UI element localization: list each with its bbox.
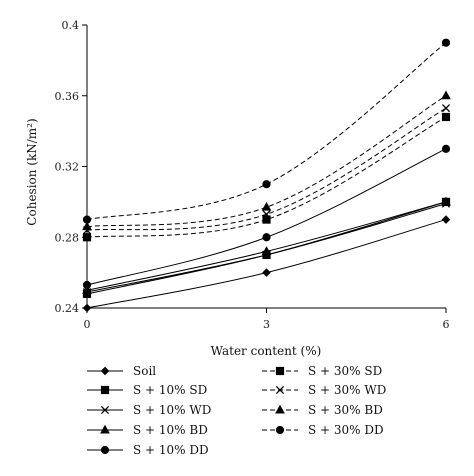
legend-marker bbox=[100, 445, 110, 455]
data-point bbox=[441, 196, 451, 206]
y-tick-label: 0.28 bbox=[55, 231, 80, 244]
legend-label: S + 30% DD bbox=[308, 423, 384, 437]
axes-layer: 0.24 0.28 0.32 0.36 0.4 0 3 6 bbox=[55, 19, 450, 331]
series-1 bbox=[82, 215, 451, 313]
x-axis-title: Water content (%) bbox=[211, 344, 322, 358]
data-point bbox=[262, 268, 271, 277]
legend-marker bbox=[100, 405, 110, 415]
y-tick-label: 0.4 bbox=[62, 19, 80, 32]
series-line bbox=[86, 42, 447, 221]
series-4 bbox=[82, 196, 451, 294]
legend-label: Soil bbox=[133, 364, 156, 378]
data-point bbox=[262, 180, 271, 189]
legend-entry: S + 30% WD bbox=[262, 383, 386, 397]
legend-entry: Soil bbox=[87, 364, 156, 378]
series-line bbox=[86, 116, 447, 238]
y-tick-label: 0.24 bbox=[55, 302, 80, 315]
series-line bbox=[86, 107, 447, 231]
legend-label: S + 10% SD bbox=[133, 383, 207, 397]
legend-entry: S + 30% DD bbox=[262, 423, 384, 437]
y-tick-label: 0.36 bbox=[55, 90, 80, 103]
series-9 bbox=[82, 38, 451, 224]
legend-marker bbox=[100, 424, 110, 434]
data-point bbox=[441, 144, 451, 153]
legend-label: S + 30% SD bbox=[308, 364, 382, 378]
data-point bbox=[441, 215, 451, 224]
x-tick-label: 6 bbox=[443, 318, 450, 331]
legend-entry: S + 10% WD bbox=[87, 403, 211, 417]
series-layer bbox=[82, 38, 451, 313]
series-6 bbox=[82, 112, 451, 242]
data-point bbox=[261, 246, 272, 255]
series-8 bbox=[82, 90, 451, 231]
series-line bbox=[86, 219, 447, 309]
legend-entry: S + 30% BD bbox=[262, 403, 383, 417]
data-point bbox=[441, 112, 451, 122]
y-tick-label: 0.32 bbox=[55, 161, 80, 174]
legend-marker bbox=[275, 404, 285, 414]
series-line bbox=[86, 95, 447, 228]
legend-marker bbox=[100, 385, 110, 395]
data-point bbox=[262, 210, 271, 219]
legend-label: S + 10% WD bbox=[133, 403, 211, 417]
legend-entry: S + 30% SD bbox=[262, 364, 382, 378]
data-point bbox=[441, 90, 451, 100]
legend-marker bbox=[275, 366, 285, 376]
x-tick-label: 3 bbox=[263, 318, 270, 331]
legend-label: S + 30% BD bbox=[308, 403, 383, 417]
data-point bbox=[441, 38, 451, 47]
data-point bbox=[441, 104, 451, 113]
legend-label: S + 10% BD bbox=[133, 423, 208, 437]
data-point bbox=[261, 201, 272, 211]
legend-label: S + 30% WD bbox=[308, 383, 386, 397]
data-point bbox=[262, 233, 271, 242]
legend-entry: S + 10% SD bbox=[87, 383, 207, 397]
legend-marker bbox=[275, 385, 285, 395]
y-axis-title: Cohesion (kN/m²) bbox=[25, 118, 39, 225]
legend-marker bbox=[100, 366, 110, 376]
legend-entry: S + 10% DD bbox=[87, 443, 209, 457]
legend-entry: S + 10% BD bbox=[87, 423, 208, 437]
legend-marker bbox=[275, 425, 285, 435]
data-point bbox=[262, 215, 271, 224]
x-tick-label: 0 bbox=[84, 318, 91, 331]
legend-label: S + 10% DD bbox=[133, 443, 209, 457]
legend: Soil S + 10% SD S + 10% WD S + 10% BD S + 10… bbox=[87, 364, 386, 457]
